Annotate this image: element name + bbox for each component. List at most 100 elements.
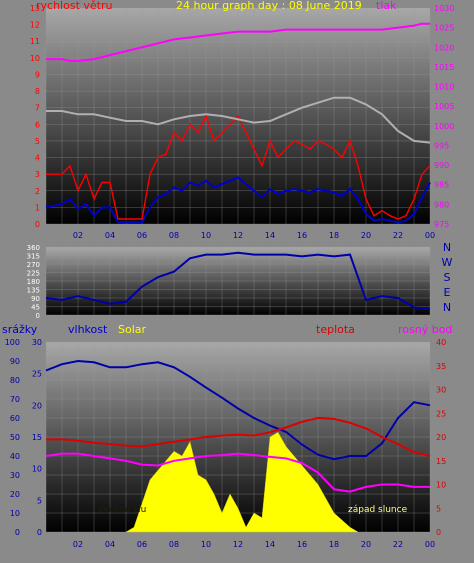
direction-tick-label: 315	[27, 253, 40, 261]
temperature-tick-label: 20	[436, 433, 446, 442]
compass-label: N	[443, 241, 451, 254]
time-tick-label: 20	[361, 540, 371, 549]
temperature-axis-ticks: 0 5 10 15 20 25 30 35 40	[436, 338, 446, 537]
pressure-tick-label: 1025	[434, 24, 454, 33]
wind-speed-tick-label: 6	[35, 120, 40, 129]
time-tick-label: 16	[297, 231, 307, 240]
humidity-tick-label: 5	[37, 496, 42, 505]
pressure-tick-label: 985	[434, 181, 449, 190]
temperature-tick-label: 40	[436, 338, 446, 347]
wind-direction-marks	[45, 251, 431, 311]
rain-tick-label: 0	[15, 528, 20, 537]
time-axis-ticks-top: 02 04 06 08 10 12 14 16 18 20 22 00	[73, 231, 435, 240]
time-tick-label: 22	[393, 231, 403, 240]
pressure-tick-label: 990	[434, 161, 449, 170]
time-tick-label: 04	[105, 231, 115, 240]
direction-tick-label: 135	[27, 287, 40, 295]
solar-axis-label: Solar	[118, 323, 147, 336]
time-tick-label: 12	[233, 231, 243, 240]
time-tick-label: 04	[105, 540, 115, 549]
pressure-tick-label: 1000	[434, 122, 454, 131]
time-tick-label: 08	[169, 231, 179, 240]
rain-tick-label: 40	[10, 452, 20, 461]
wind-speed-tick-label: 1	[35, 203, 40, 212]
temperature-tick-label: 5	[436, 504, 441, 513]
sunrise-annotation: východ slu	[98, 505, 146, 515]
compass-label: S	[444, 271, 451, 284]
humidity-axis-label: vlhkost	[68, 323, 108, 336]
pressure-tick-label: 1005	[434, 102, 454, 111]
wind-speed-tick-label: 3	[35, 170, 40, 179]
wind-speed-tick-label: 7	[35, 104, 40, 113]
time-tick-label: 00	[425, 231, 435, 240]
pressure-tick-label: 1010	[434, 83, 454, 92]
temperature-tick-label: 35	[436, 362, 446, 371]
rain-tick-label: 100	[5, 338, 20, 347]
humidity-tick-label: 30	[32, 338, 42, 347]
temperature-tick-label: 0	[436, 528, 441, 537]
wind-speed-tick-label: 5	[35, 137, 40, 146]
time-tick-label: 18	[329, 231, 339, 240]
time-tick-label: 02	[73, 231, 83, 240]
humidity-tick-label: 0	[37, 528, 42, 537]
pressure-tick-label: 975	[434, 220, 449, 229]
temperature-humidity-panel: 0 10 20 30 40 50 60 70 80 90 100 0 5 10 15 20 25 30 0 5 10…	[2, 323, 452, 549]
dew-point-axis-label: rosný bod	[398, 323, 452, 336]
humidity-tick-label: 25	[32, 370, 42, 379]
time-tick-label: 02	[73, 540, 83, 549]
series-gust-line	[46, 114, 431, 220]
time-tick-label: 10	[201, 540, 211, 549]
wind-pressure-marks	[45, 22, 431, 224]
time-axis-ticks-bottom: 02 04 06 08 10 12 14 16 18 20 22 00	[73, 540, 435, 549]
temperature-tick-label: 15	[436, 457, 446, 466]
humidity-tick-label: 20	[32, 401, 42, 410]
direction-tick-label: 360	[27, 244, 40, 252]
pressure-tick-label: 1030	[434, 4, 454, 13]
wind-speed-axis-label: rychlost větru	[36, 0, 112, 12]
time-tick-label: 18	[329, 540, 339, 549]
wind-speed-tick-label: 4	[35, 154, 40, 163]
time-tick-label: 20	[361, 231, 371, 240]
rain-tick-label: 20	[10, 490, 20, 499]
series-solar-area	[125, 431, 359, 533]
humidity-tick-label: 15	[32, 433, 42, 442]
rain-tick-label: 90	[10, 357, 20, 366]
series-dew_point-line	[45, 452, 430, 493]
pressure-tick-label: 1015	[434, 63, 454, 72]
wind-speed-tick-label: 11	[30, 37, 40, 46]
rain-axis-label: srážky	[2, 323, 38, 336]
pressure-axis-label: tlak	[376, 0, 397, 12]
series-temperature-line	[46, 416, 431, 457]
wind-speed-tick-label: 8	[35, 87, 40, 96]
series-wind-line	[45, 176, 431, 224]
temperature-tick-label: 25	[436, 409, 446, 418]
series-pressure-line	[46, 22, 430, 62]
temperature-tick-label: 10	[436, 481, 446, 490]
temperature-marks	[45, 359, 431, 493]
series-humidity-line	[45, 359, 431, 461]
wind-speed-tick-label: 10	[30, 54, 40, 63]
time-tick-label: 08	[169, 540, 179, 549]
direction-tick-label: 90	[31, 295, 40, 303]
wind-speed-tick-label: 12	[30, 21, 40, 30]
series-direction-line	[45, 251, 431, 311]
pressure-axis-ticks: 975 980 985 990 995 1000 1005 1010 1015 1020 1025 1…	[434, 4, 454, 229]
direction-tick-label: 225	[27, 270, 40, 278]
time-tick-label: 14	[265, 540, 275, 549]
humidity-tick-label: 10	[32, 465, 42, 474]
rain-axis-ticks: 0 10 20 30 40 50 60 70 80 90 100	[5, 338, 20, 537]
time-tick-label: 06	[137, 540, 147, 549]
pressure-tick-label: 1020	[434, 43, 454, 52]
rain-tick-label: 70	[10, 395, 20, 404]
time-tick-label: 22	[393, 540, 403, 549]
compass-label: N	[443, 301, 451, 314]
rain-tick-label: 30	[10, 471, 20, 480]
series-temp_trace-line	[46, 96, 431, 144]
time-tick-label: 06	[137, 231, 147, 240]
